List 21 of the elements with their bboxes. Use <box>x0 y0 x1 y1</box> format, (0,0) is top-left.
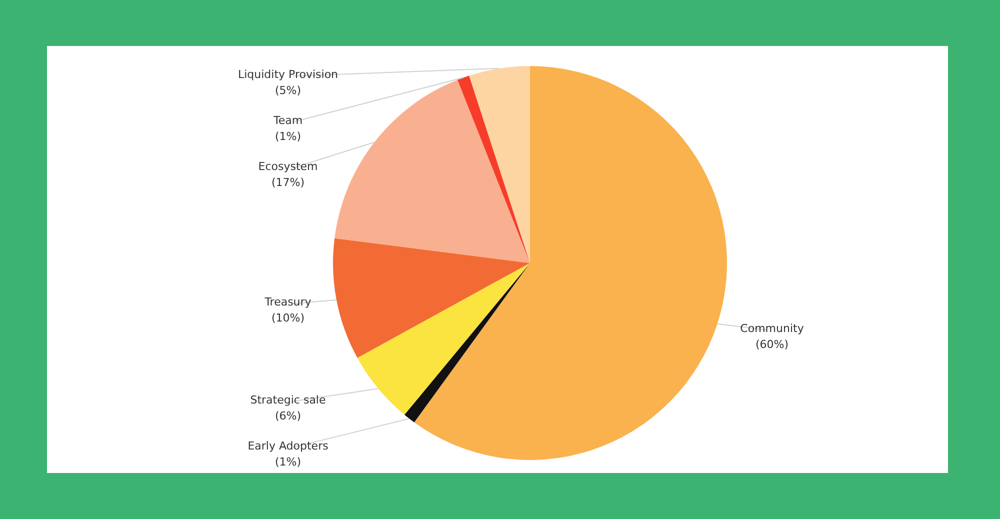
pie-slice <box>469 66 530 263</box>
pie-slice <box>404 263 530 422</box>
pie-slice <box>334 80 530 263</box>
slice-label: Treasury <box>264 296 312 309</box>
data-label: (6%) <box>274 409 302 422</box>
data-label: (10%) <box>271 312 305 325</box>
pie-slice <box>414 66 727 460</box>
slice-label: Team <box>272 114 303 127</box>
data-label: (1%) <box>274 130 302 143</box>
pie-slice <box>357 263 530 415</box>
pie-slice <box>333 238 530 358</box>
data-label: (60%) <box>755 338 789 352</box>
slice-label: Strategic sale <box>250 393 326 406</box>
pie-slice <box>457 76 530 263</box>
data-label: (17%) <box>271 176 305 189</box>
data-label: (5%) <box>274 84 302 97</box>
data-label: (1%) <box>274 455 302 468</box>
slice-label: Liquidity Provision <box>238 68 338 81</box>
slice-label: Community <box>740 322 804 336</box>
slice-label: Early Adopters <box>248 439 329 452</box>
slice-label: Ecosystem <box>258 160 318 173</box>
